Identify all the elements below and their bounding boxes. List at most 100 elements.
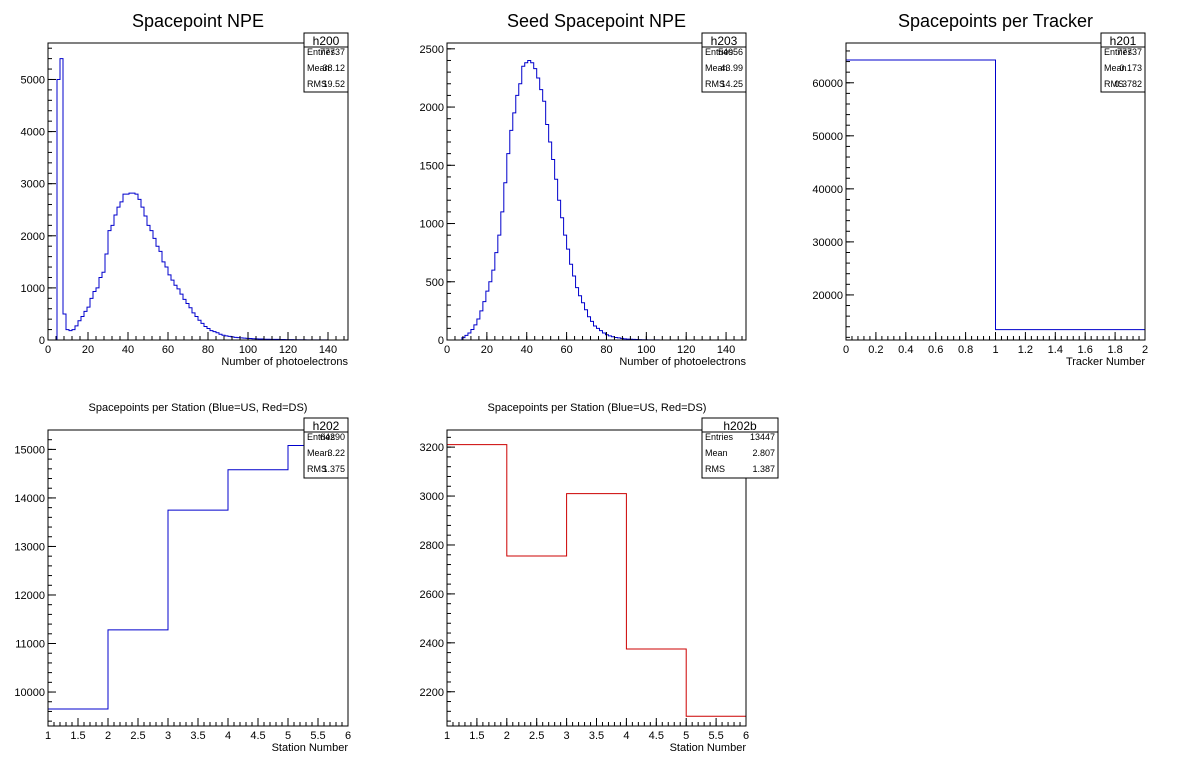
x-axis-label: Station Number (670, 742, 747, 754)
y-tick-label: 2000 (420, 102, 444, 114)
x-tick-label: 80 (600, 344, 612, 356)
stats-box-frame (1100, 32, 1146, 93)
stats-rms-value: 19.52 (322, 79, 345, 89)
y-tick-label: 14000 (14, 493, 45, 505)
stats-entries-value: 64290 (320, 432, 345, 442)
x-tick-label: 2.5 (529, 730, 544, 742)
y-tick-label: 12000 (14, 590, 45, 602)
chart-panel-h203: Seed Spacepoint NPE 0 20 40 60 80 100 120 140 0 50… (420, 11, 747, 368)
histogram-line (47, 445, 349, 726)
chart-title: Spacepoints per Station (Blue=US, Red=DS… (89, 402, 308, 414)
y-tick-label: 3000 (21, 179, 45, 191)
y-tick-label: 1000 (21, 283, 45, 295)
x-tick-label: 100 (239, 344, 257, 356)
x-tick-label: 40 (521, 344, 533, 356)
x-tick-label: 4 (623, 730, 629, 742)
stats-mean-label: Mean (705, 63, 728, 73)
stats-entries-value: 77737 (1117, 47, 1142, 57)
stats-entries-value: 13447 (750, 432, 775, 442)
stats-mean-label: Mean (1104, 63, 1127, 73)
x-tick-label: 5.5 (310, 730, 325, 742)
x-tick-label: 1.8 (1107, 344, 1122, 356)
x-tick-label: 120 (279, 344, 297, 356)
chart-panel-h201: Spacepoints per Tracker 0 0.2 0.4 0.6 0.8 1 1.2… (812, 11, 1148, 368)
y-tick-label: 500 (426, 277, 444, 289)
stats-rms-value: 1.387 (752, 464, 775, 474)
y-tick-label: 2400 (420, 638, 444, 650)
stats-mean-value: 2.807 (752, 448, 775, 458)
stats-rms-value: 0.3782 (1114, 79, 1142, 89)
stats-rms-label: RMS (1104, 79, 1124, 89)
stats-mean-value: 43.99 (720, 63, 743, 73)
chart-title: Seed Spacepoint NPE (507, 11, 686, 31)
y-tick-label: 20000 (812, 290, 843, 302)
x-tick-label: 1 (992, 344, 998, 356)
histogram-line (48, 58, 349, 341)
x-tick-label: 20 (481, 344, 493, 356)
y-tick-label: 2600 (420, 589, 444, 601)
x-tick-label: 140 (717, 344, 735, 356)
stats-entries-label: Entries (307, 47, 336, 57)
x-tick-label: 140 (319, 344, 337, 356)
stats-entries-value: 54056 (718, 47, 743, 57)
x-tick-label: 100 (637, 344, 655, 356)
x-tick-label: 0 (45, 344, 51, 356)
x-tick-label: 1 (45, 730, 51, 742)
x-tick-label: 60 (162, 344, 174, 356)
y-tick-label: 0 (39, 335, 45, 347)
chart-title: Spacepoint NPE (132, 11, 264, 31)
stats-rms-label: RMS (307, 464, 327, 474)
x-tick-label: 60 (560, 344, 572, 356)
x-tick-label: 2.5 (130, 730, 145, 742)
y-tick-label: 3000 (420, 491, 444, 503)
x-tick-label: 3 (564, 730, 570, 742)
x-tick-label: 1.5 (469, 730, 484, 742)
stats-entries-value: 77737 (320, 47, 345, 57)
x-axis-label: Station Number (272, 742, 349, 754)
plot-frame (446, 429, 747, 727)
y-tick-label: 2800 (420, 540, 444, 552)
y-tick-label: 4000 (21, 127, 45, 139)
x-tick-label: 5 (683, 730, 689, 742)
y-tick-label: 30000 (812, 237, 843, 249)
x-tick-label: 2 (504, 730, 510, 742)
stats-box-frame (303, 32, 349, 93)
stats-name: h202 (313, 419, 340, 433)
stats-mean-label: Mean (307, 63, 330, 73)
y-tick-label: 5000 (21, 74, 45, 86)
x-axis-label: Tracker Number (1066, 356, 1145, 368)
stats-entries-label: Entries (705, 432, 734, 442)
x-tick-label: 6 (743, 730, 749, 742)
plot-frame (47, 429, 349, 727)
y-tick-label: 1500 (420, 160, 444, 172)
stats-mean-value: 0.173 (1119, 63, 1142, 73)
x-tick-label: 3 (165, 730, 171, 742)
plot-frame (47, 42, 349, 341)
x-tick-label: 0.4 (898, 344, 913, 356)
stats-box-frame (701, 417, 779, 479)
x-tick-label: 4.5 (649, 730, 664, 742)
stats-name: h202b (723, 419, 757, 433)
x-tick-label: 3.5 (190, 730, 205, 742)
stats-entries-label: Entries (1104, 47, 1133, 57)
stats-rms-value: 1.375 (322, 464, 345, 474)
stats-entries-label: Entries (705, 47, 734, 57)
x-tick-label: 3.5 (589, 730, 604, 742)
y-tick-label: 0 (438, 335, 444, 347)
x-axis-label: Number of photoelectrons (221, 356, 348, 368)
x-tick-label: 0.8 (958, 344, 973, 356)
stats-name: h203 (711, 34, 738, 48)
stats-box-frame (303, 417, 349, 479)
x-tick-label: 2 (105, 730, 111, 742)
chart-title: Spacepoints per Tracker (898, 11, 1093, 31)
x-tick-label: 0 (444, 344, 450, 356)
y-tick-label: 2000 (21, 231, 45, 243)
x-tick-label: 4 (225, 730, 231, 742)
stats-mean-label: Mean (705, 448, 728, 458)
stats-mean-value: 3.22 (327, 448, 345, 458)
chart-panel-h202: Spacepoints per Station (Blue=US, Red=DS… (14, 402, 351, 754)
